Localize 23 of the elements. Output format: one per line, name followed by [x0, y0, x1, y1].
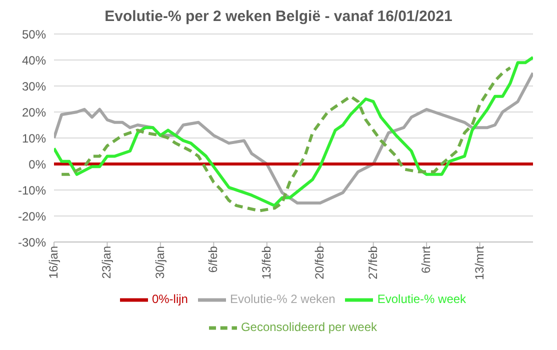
legend-label: Evolutie-% 2 weken — [230, 292, 336, 306]
y-tick-label: 10% — [22, 131, 46, 146]
legend-label: Evolutie-% week — [377, 292, 466, 306]
y-tick-label: 30% — [22, 79, 46, 94]
x-tick-label: 16/jan — [46, 246, 61, 279]
y-tick-label: 40% — [22, 53, 46, 68]
chart-title: Evolutie-% per 2 weken België - vanaf 16/01/2021 — [104, 8, 452, 25]
y-tick-label: 0% — [28, 157, 46, 172]
x-tick-label: 20/feb — [312, 246, 327, 280]
legend-label: 0%-lijn — [152, 292, 188, 306]
y-tick-label: -30% — [18, 235, 46, 250]
y-tick-label: 20% — [22, 105, 46, 120]
x-tick-label: 30/jan — [152, 246, 167, 279]
y-tick-label: -10% — [18, 183, 46, 198]
x-tick-label: 6/mrt — [419, 245, 434, 274]
x-tick-label: 13/feb — [259, 246, 274, 280]
y-tick-label: 50% — [22, 27, 46, 42]
x-tick-label: 6/feb — [206, 246, 220, 273]
x-tick-label: 27/feb — [366, 246, 380, 280]
x-tick-label: 23/jan — [100, 246, 114, 279]
legend-label: Geconsolideerd per week — [240, 320, 378, 334]
x-tick-label: 13/mrt — [472, 245, 486, 280]
y-tick-label: -20% — [18, 209, 46, 224]
